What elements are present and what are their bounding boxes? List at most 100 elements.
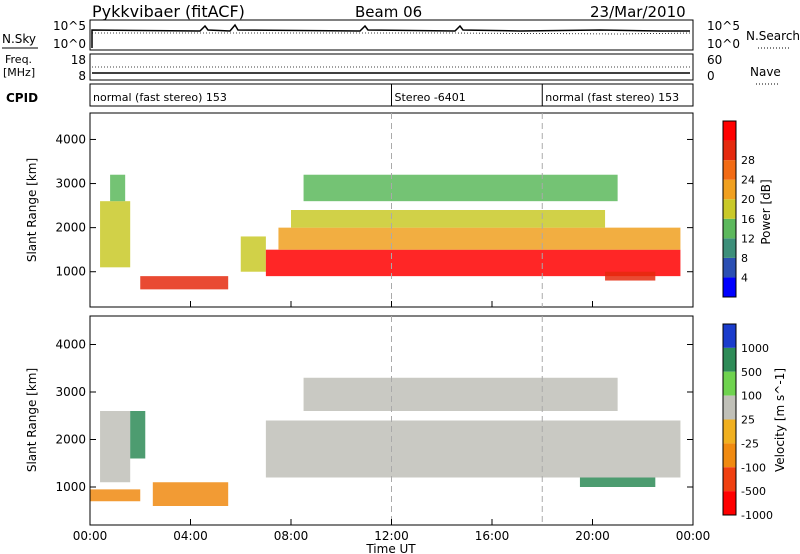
cpid-label: CPID [6,91,38,105]
velocity-ytick-label-2: 3000 [55,385,86,399]
cpid-panel: CPID normal (fast stereo) 153 Stereo -640… [6,83,694,107]
power-ytick-label-3: 4000 [55,132,86,146]
velocity-colorbar-swatch-6 [723,467,736,492]
power-colorbar-swatch-7 [723,140,736,161]
velocity-colorbar-tick-1: 500 [741,366,762,379]
velocity-colorbar-swatch-1 [723,347,736,372]
x-tick-label-4: 16:00 [475,529,510,543]
velocity-colorbar-tick-5: -100 [741,461,766,474]
power-colorbar-tick-1: 8 [741,252,748,265]
nsky-left-tick-bottom: 10^0 [53,37,86,51]
x-tick-label-1: 04:00 [173,529,208,543]
velocity-colorbar-label: Velocity [m s^-1] [773,368,787,472]
power-region-1 [110,174,126,202]
velocity-colorbar-swatch-0 [723,324,736,348]
date-title: 23/Mar/2010 [590,3,686,21]
power-colorbar-tick-0: 4 [741,271,748,284]
cpid-segment-0: normal (fast stereo) 153 [93,91,227,104]
power-ytick-label-0: 1000 [55,265,86,279]
velocity-region-5 [303,377,618,411]
freq-left-tick-bottom: 8 [78,69,86,83]
power-region-3 [240,236,266,272]
power-region-8 [605,271,656,281]
power-colorbar-swatch-4 [723,199,736,219]
freq-right-tick-bottom: 0 [707,69,715,83]
velocity-colorbar-tick-2: 100 [741,390,762,403]
velocity-colorbar-tick-4: -25 [741,437,759,450]
velocity-region-0 [100,411,131,483]
power-colorbar-swatch-5 [723,179,736,200]
velocity-heatmap [90,377,681,506]
velocity-colorbar-swatch-2 [723,371,736,396]
velocity-colorbar: 1000 500 100 25 -25 -100 -500 -1000 [722,323,773,522]
nsky-frame [89,19,694,51]
power-colorbar-tick-6: 28 [741,154,755,167]
power-colorbar-swatch-2 [723,238,736,258]
velocity-ylabel: Slant Range [km] [25,368,39,472]
velocity-ytick-label-3: 4000 [55,338,86,352]
nsky-right-tick-top: 10^5 [707,19,740,33]
freq-right-tick-top: 60 [707,53,722,67]
power-colorbar-tick-5: 24 [741,174,755,187]
nsearch-trace [92,32,691,35]
velocity-colorbar-swatch-3 [723,395,736,420]
x-tick-label-2: 08:00 [274,529,309,543]
power-region-6 [291,210,606,228]
power-colorbar-tick-3: 16 [741,213,755,226]
power-colorbar-swatch-3 [723,218,736,239]
x-tick-label-6: 00:00 [676,529,711,543]
velocity-colorbar-swatch-7 [723,491,736,515]
freq-panel: Freq. [MHz] 18 8 60 0 Nave [3,53,781,85]
x-axis: 00:00 04:00 08:00 12:00 16:00 20:00 00:00 [73,529,711,543]
velocity-panel: 1000 2000 3000 4000 Slant Range [km] 1000 50… [25,315,787,526]
nsky-label: N.Sky [2,32,36,46]
nave-label: Nave [750,65,781,79]
velocity-region-4 [265,420,681,478]
power-colorbar-swatch-8 [723,121,736,141]
power-region-7 [303,174,618,202]
velocity-colorbar-tick-7: -1000 [741,509,773,522]
velocity-region-6 [579,477,656,487]
power-colorbar-label: Power [dB] [759,179,773,244]
power-ylabel: Slant Range [km] [25,158,39,262]
power-region-2 [140,276,229,290]
freq-label-line2: [MHz] [3,66,35,79]
velocity-ytick-label-0: 1000 [55,480,86,494]
cpid-segments: normal (fast stereo) 153 Stereo -6401 norm… [93,84,679,106]
x-axis-label: Time UT [365,542,416,554]
velocity-ytick-label-1: 2000 [55,433,86,447]
power-region-5 [278,227,681,250]
power-colorbar-tick-2: 12 [741,232,755,245]
power-region-0 [100,201,131,268]
velocity-colorbar-tick-6: -500 [741,485,766,498]
velocity-region-3 [152,482,229,506]
velocity-region-1 [130,411,146,459]
power-colorbar-frame [722,120,737,298]
station-title: Pykkvibaer (fitACF) [92,2,245,21]
velocity-colorbar-frame [722,323,737,516]
velocity-region-2 [90,489,141,502]
power-axes: 1000 2000 3000 4000 [55,113,694,307]
nsearch-label: N.Search [746,29,800,43]
nsky-left-tick-top: 10^5 [53,19,86,33]
velocity-colorbar-tick-0: 1000 [741,342,769,355]
power-heatmap [100,174,681,290]
velocity-axes: 1000 2000 3000 4000 [55,316,694,525]
nsky-right-tick-bottom: 10^0 [707,37,740,51]
freq-left-tick-top: 18 [71,53,86,67]
nsky-panel: N.Sky 10^5 10^0 10^5 10^0 N.Search [2,19,800,51]
power-colorbar-swatch-1 [723,257,736,278]
freq-label-line1: Freq. [5,53,32,66]
nsky-trace [91,23,690,48]
power-colorbar-swatch-6 [723,160,736,180]
velocity-colorbar-tick-3: 25 [741,414,755,427]
power-colorbar: 4 8 12 16 20 24 28 [722,120,755,298]
velocity-colorbar-swatch-5 [723,443,736,468]
beam-title: Beam 06 [355,3,422,21]
freq-frame [89,53,694,81]
cpid-segment-1: Stereo -6401 [395,91,466,104]
velocity-colorbar-swatch-4 [723,419,736,444]
x-tick-label-0: 00:00 [73,529,108,543]
power-colorbar-tick-4: 20 [741,193,755,206]
